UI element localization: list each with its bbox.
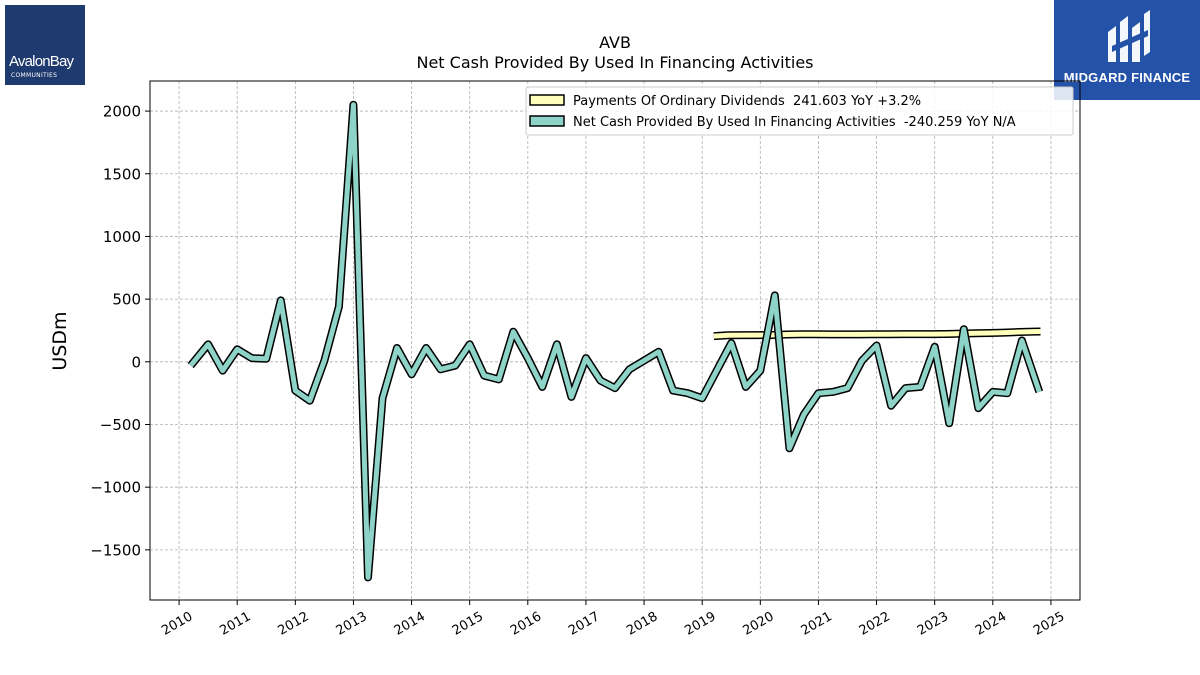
x-tick-label: 2016: [508, 609, 544, 639]
y-tick-label: 1500: [103, 165, 141, 183]
x-tick-label: 2011: [217, 609, 253, 639]
x-tick-label: 2012: [275, 609, 311, 639]
logo-name-text: MIDGARD FINANCE: [1063, 70, 1191, 85]
y-tick-label: −1000: [90, 479, 141, 497]
logo-brand-text: AvalonBay: [9, 53, 74, 70]
logo-sub-text: COMMUNITIES: [11, 72, 58, 79]
y-axis-label: USDm: [49, 311, 71, 370]
x-tick-label: 2015: [450, 609, 486, 639]
chart-title: AVB: [599, 33, 631, 52]
plot-frame: [149, 80, 1081, 601]
x-tick-label: 2013: [334, 609, 370, 639]
legend-label-financing: Net Cash Provided By Used In Financing A…: [573, 115, 1016, 130]
y-tick-label: 2000: [103, 103, 141, 121]
x-tick-label: 2019: [682, 609, 718, 639]
y-tick-label: −500: [100, 416, 141, 434]
legend-label-dividends: Payments Of Ordinary Dividends 241.603 Y…: [573, 94, 921, 109]
legend-swatch-dividends: [529, 94, 565, 106]
x-tick-label: 2025: [1031, 609, 1067, 639]
series-layer: [187, 100, 1044, 582]
x-tick-label: 2020: [740, 609, 776, 639]
x-tick-label: 2010: [159, 609, 195, 639]
midgard-emblem-icon: [1108, 10, 1150, 62]
y-tick-label: 0: [131, 353, 141, 371]
legend: Payments Of Ordinary Dividends 241.603 Y…: [525, 86, 1074, 136]
x-tick-label: 2021: [799, 609, 835, 639]
x-tick-label: 2017: [566, 609, 602, 639]
x-tick-label: 2023: [915, 609, 951, 639]
series-financing-line: [188, 102, 1042, 580]
x-tick-label: 2024: [973, 609, 1009, 639]
legend-box: [525, 86, 1074, 136]
legend-swatch-financing: [529, 115, 565, 127]
midgard-finance-logo: MIDGARD FINANCE: [1054, 0, 1200, 100]
x-tick-label: 2014: [392, 609, 428, 639]
chart-subtitle: Net Cash Provided By Used In Financing A…: [416, 53, 813, 72]
y-tick-label: −1500: [90, 541, 141, 559]
y-tick-label: 1000: [103, 228, 141, 246]
avalonbay-logo: AvalonBay COMMUNITIES: [5, 5, 85, 85]
y-tick-label: 500: [112, 291, 141, 309]
x-tick-label: 2022: [857, 609, 893, 639]
series-financing-outline: [187, 100, 1044, 582]
x-tick-label: 2018: [624, 609, 660, 639]
